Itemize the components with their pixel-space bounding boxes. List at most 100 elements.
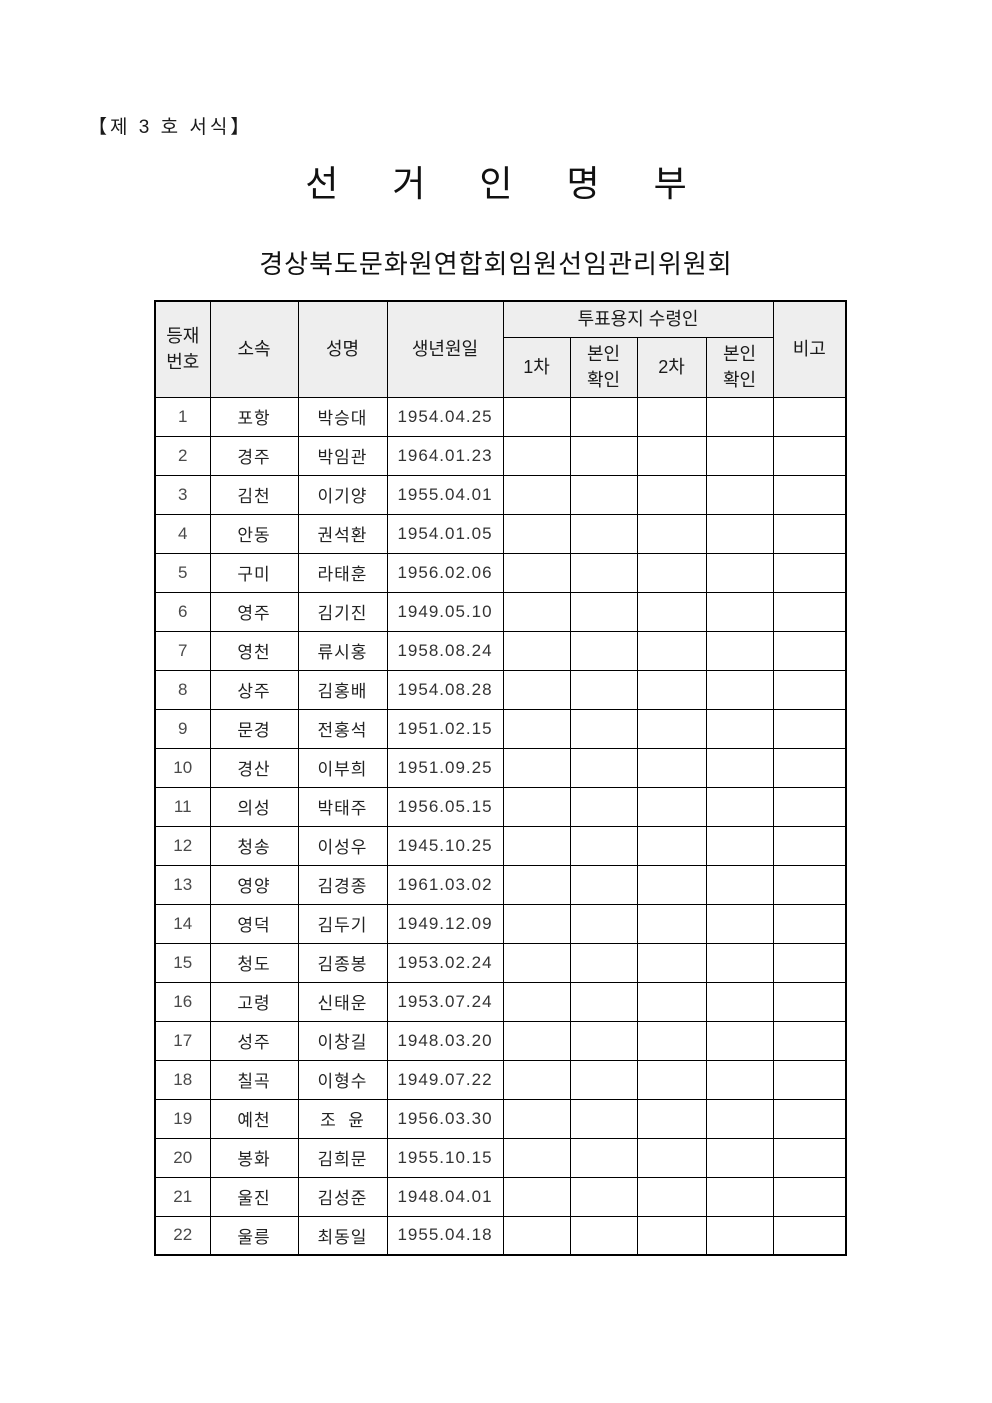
cell-self-confirm-1: [569, 669, 638, 710]
table-row: 14 영덕 김두기 1949.12.09: [154, 903, 847, 944]
cell-first-round: [502, 981, 571, 1022]
table-header: 등재 번호 소속 성명 생년원일 투표용지 수령인 비고 1차 본인 확인 2차…: [154, 300, 847, 398]
cell-self-confirm-1: [569, 1137, 638, 1178]
cell-note: [772, 1098, 847, 1139]
table-row: 9 문경 전홍석 1951.02.15: [154, 708, 847, 749]
cell-birth: 1955.04.18: [386, 1215, 504, 1256]
cell-name: 류시홍: [297, 630, 388, 671]
table-row: 3 김천 이기양 1955.04.01: [154, 474, 847, 515]
cell-name: 박임관: [297, 435, 388, 476]
cell-first-round: [502, 396, 571, 437]
cell-self-confirm-2: [705, 591, 774, 632]
table-row: 21 울진 김성준 1948.04.01: [154, 1176, 847, 1217]
cell-first-round: [502, 903, 571, 944]
cell-name: 박승대: [297, 396, 388, 437]
cell-reg-no: 2: [154, 435, 211, 476]
cell-note: [772, 708, 847, 749]
table-row: 15 청도 김종봉 1953.02.24: [154, 942, 847, 983]
cell-self-confirm-1: [569, 474, 638, 515]
cell-second-round: [636, 591, 707, 632]
cell-birth: 1956.05.15: [386, 786, 504, 827]
cell-self-confirm-1: [569, 864, 638, 905]
cell-self-confirm-1: [569, 591, 638, 632]
cell-second-round: [636, 1215, 707, 1256]
cell-self-confirm-2: [705, 786, 774, 827]
cell-note: [772, 435, 847, 476]
cell-birth: 1954.04.25: [386, 396, 504, 437]
cell-name: 김두기: [297, 903, 388, 944]
cell-first-round: [502, 825, 571, 866]
cell-note: [772, 825, 847, 866]
cell-name: 조 윤: [297, 1098, 388, 1139]
col-header-first-round: 1차: [502, 336, 571, 398]
cell-note: [772, 474, 847, 515]
cell-self-confirm-2: [705, 1098, 774, 1139]
cell-affiliation: 구미: [209, 552, 299, 593]
cell-second-round: [636, 1176, 707, 1217]
table-row: 13 영양 김경종 1961.03.02: [154, 864, 847, 905]
cell-first-round: [502, 942, 571, 983]
cell-self-confirm-2: [705, 981, 774, 1022]
cell-second-round: [636, 669, 707, 710]
cell-self-confirm-1: [569, 513, 638, 554]
form-number-label: 【제 3 호 서식】: [88, 117, 253, 138]
cell-affiliation: 청송: [209, 825, 299, 866]
cell-birth: 1948.03.20: [386, 1020, 504, 1061]
cell-self-confirm-1: [569, 435, 638, 476]
table-row: 20 봉화 김희문 1955.10.15: [154, 1137, 847, 1178]
cell-self-confirm-1: [569, 825, 638, 866]
cell-note: [772, 591, 847, 632]
cell-second-round: [636, 474, 707, 515]
cell-second-round: [636, 942, 707, 983]
col-header-name: 성명: [297, 300, 388, 398]
cell-affiliation: 울릉: [209, 1215, 299, 1256]
cell-reg-no: 14: [154, 903, 211, 944]
cell-affiliation: 포항: [209, 396, 299, 437]
cell-self-confirm-1: [569, 1176, 638, 1217]
cell-affiliation: 의성: [209, 786, 299, 827]
cell-affiliation: 영주: [209, 591, 299, 632]
cell-affiliation: 봉화: [209, 1137, 299, 1178]
cell-note: [772, 513, 847, 554]
cell-birth: 1949.07.22: [386, 1059, 504, 1100]
cell-second-round: [636, 708, 707, 749]
cell-second-round: [636, 396, 707, 437]
cell-name: 최동일: [297, 1215, 388, 1256]
table-row: 2 경주 박임관 1964.01.23: [154, 435, 847, 476]
cell-reg-no: 1: [154, 396, 211, 437]
cell-first-round: [502, 630, 571, 671]
voter-rows: 1 포항 박승대 1954.04.25 2 경주 박임관 1964.01.23 3 김천 이기양 19…: [154, 396, 847, 1256]
cell-affiliation: 경주: [209, 435, 299, 476]
cell-self-confirm-2: [705, 747, 774, 788]
cell-self-confirm-2: [705, 825, 774, 866]
cell-first-round: [502, 1215, 571, 1256]
cell-name: 이성우: [297, 825, 388, 866]
cell-second-round: [636, 630, 707, 671]
cell-second-round: [636, 786, 707, 827]
cell-note: [772, 552, 847, 593]
cell-self-confirm-2: [705, 474, 774, 515]
cell-self-confirm-2: [705, 942, 774, 983]
table-row: 4 안동 권석환 1954.01.05: [154, 513, 847, 554]
cell-second-round: [636, 435, 707, 476]
cell-birth: 1953.07.24: [386, 981, 504, 1022]
cell-name: 김종봉: [297, 942, 388, 983]
cell-second-round: [636, 1020, 707, 1061]
cell-second-round: [636, 552, 707, 593]
table-row: 17 성주 이창길 1948.03.20: [154, 1020, 847, 1061]
cell-self-confirm-1: [569, 1098, 638, 1139]
cell-first-round: [502, 786, 571, 827]
cell-birth: 1954.08.28: [386, 669, 504, 710]
cell-self-confirm-2: [705, 669, 774, 710]
cell-birth: 1956.02.06: [386, 552, 504, 593]
col-header-self-confirm-2: 본인 확인: [705, 336, 774, 398]
cell-affiliation: 청도: [209, 942, 299, 983]
cell-self-confirm-2: [705, 435, 774, 476]
cell-name: 이부희: [297, 747, 388, 788]
cell-birth: 1945.10.25: [386, 825, 504, 866]
cell-reg-no: 7: [154, 630, 211, 671]
cell-birth: 1953.02.24: [386, 942, 504, 983]
cell-affiliation: 문경: [209, 708, 299, 749]
cell-first-round: [502, 1059, 571, 1100]
cell-self-confirm-1: [569, 786, 638, 827]
